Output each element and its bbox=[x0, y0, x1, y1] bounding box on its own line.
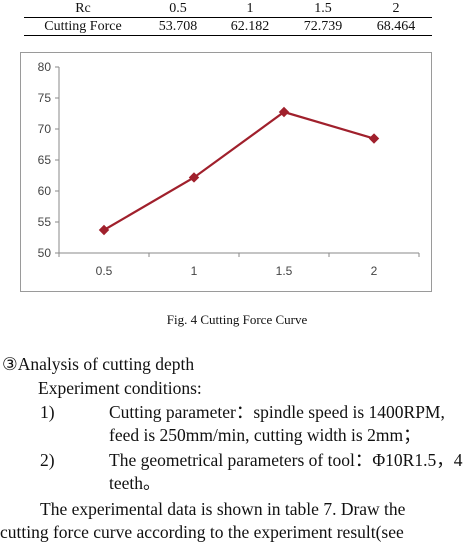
table-row: Rc 0.5 1 1.5 2 bbox=[24, 0, 432, 18]
table-cell: 2 bbox=[392, 0, 400, 16]
list-item-continuation: feed is 250mm/min, cutting width is 2mm； bbox=[109, 425, 421, 445]
table-cell: 72.739 bbox=[286, 17, 360, 36]
list-text: Cutting parameter：spindle speed is 1400R… bbox=[109, 402, 445, 422]
data-point-marker bbox=[188, 172, 200, 183]
conditions-label: Experiment conditions: bbox=[38, 378, 202, 398]
table-row: Cutting Force 53.708 62.182 72.739 68.46… bbox=[24, 17, 432, 36]
paragraph-line: The experimental data is shown in table … bbox=[40, 499, 406, 519]
table-cell: Rc bbox=[75, 0, 91, 16]
table-cell: Cutting Force bbox=[24, 17, 142, 36]
list-number: 2) bbox=[40, 450, 55, 470]
paragraph-line: cutting force curve according to the exp… bbox=[0, 522, 404, 542]
table-cell: 53.708 bbox=[142, 17, 214, 36]
y-tick-label: 60 bbox=[38, 184, 52, 198]
figure-caption: Fig. 4 Cutting Force Curve bbox=[166, 312, 308, 327]
table-cell: 0.5 bbox=[169, 0, 187, 16]
list-item: 2) The geometrical parameters of tool：Φ10… bbox=[40, 449, 462, 471]
y-tick-label: 50 bbox=[38, 246, 52, 260]
table-cell: 1 bbox=[246, 0, 254, 16]
data-point-marker bbox=[368, 133, 380, 144]
x-tick-label: 2 bbox=[371, 264, 378, 278]
y-tick-label: 65 bbox=[38, 153, 52, 167]
data-point-marker bbox=[98, 224, 110, 236]
cutting-force-table: Rc 0.5 1 1.5 2 Cutting Force 53.708 62.1… bbox=[24, 0, 432, 36]
data-point-marker bbox=[278, 106, 290, 118]
table-cell: 62.182 bbox=[214, 17, 286, 36]
y-tick-label: 80 bbox=[38, 60, 52, 74]
chart-svg: 50 55 60 65 70 75 80 0.5 1 1.5 2 bbox=[38, 60, 420, 278]
x-tick-label: 1 bbox=[191, 264, 198, 278]
table-cell: 1.5 bbox=[314, 0, 332, 16]
list-item-continuation: teeth。 bbox=[109, 473, 161, 493]
list-item: 1) Cutting parameter：spindle speed is 140… bbox=[40, 401, 445, 423]
table-cell: 68.464 bbox=[360, 17, 432, 36]
y-tick-label: 55 bbox=[38, 215, 52, 229]
section-heading: ③Analysis of cutting depth bbox=[2, 354, 195, 374]
list-text: The geometrical parameters of tool：Φ10R1… bbox=[109, 450, 463, 470]
series-line bbox=[103, 110, 375, 231]
y-tick-label: 70 bbox=[38, 122, 52, 136]
y-tick-label: 75 bbox=[38, 91, 52, 105]
x-tick-label: 0.5 bbox=[96, 264, 113, 278]
list-number: 1) bbox=[40, 402, 55, 422]
cutting-force-chart: 50 55 60 65 70 75 80 0.5 1 1.5 2 bbox=[20, 52, 432, 292]
x-tick-label: 1.5 bbox=[276, 264, 293, 278]
